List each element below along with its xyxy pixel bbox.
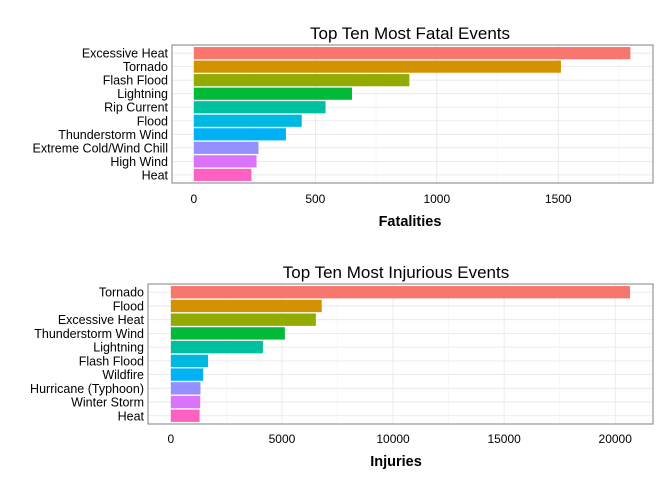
category-label: Flash Flood: [79, 354, 144, 368]
x-tick-label: 15000: [487, 432, 521, 446]
bar: [170, 286, 631, 299]
panel-border: [147, 283, 654, 425]
x-axis-ticks: 0 5000 10000 15000 20000: [168, 432, 633, 446]
category-label: Thunderstorm Wind: [34, 327, 144, 341]
bar: [193, 60, 561, 73]
bar: [170, 382, 201, 395]
bar: [170, 354, 209, 368]
bar: [193, 74, 410, 87]
bar: [193, 155, 257, 168]
x-tick-label: 0: [168, 432, 175, 446]
bar: [193, 87, 353, 100]
injuries-chart: Top Ten Most Injurious Events TornadoFlo…: [30, 263, 654, 470]
category-label: Hurricane (Typhoon): [30, 382, 144, 396]
category-label: Tornado: [123, 60, 168, 74]
category-label: Thunderstorm Wind: [58, 128, 168, 142]
category-label: Lightning: [93, 341, 144, 355]
x-axis-label: Injuries: [370, 454, 422, 470]
fatalities-chart: Top Ten Most Fatal Events Excessive Heat…: [33, 24, 654, 230]
x-tick-label: 1000: [423, 192, 450, 206]
x-tick-label: 20000: [599, 432, 633, 446]
bar: [170, 313, 316, 326]
panel-border: [171, 44, 654, 184]
bar: [170, 299, 322, 313]
x-axis-ticks: 0 500 1000 1500: [191, 192, 572, 206]
bar: [193, 168, 252, 181]
bar: [193, 101, 326, 114]
category-label: Wildfire: [102, 368, 144, 382]
chart-title: Top Ten Most Injurious Events: [283, 263, 509, 282]
category-label: Heat: [118, 409, 145, 423]
category-label: Flood: [113, 299, 144, 313]
category-label: Flash Flood: [103, 74, 168, 88]
category-label: Lightning: [117, 87, 168, 101]
bar: [193, 128, 286, 141]
category-label: Extreme Cold/Wind Chill: [33, 141, 168, 155]
category-label: Flood: [137, 114, 168, 128]
category-label: Winter Storm: [71, 396, 144, 410]
x-axis-label: Fatalities: [379, 214, 442, 230]
category-label: Excessive Heat: [58, 313, 145, 327]
bar: [193, 141, 259, 154]
category-label: Rip Current: [104, 101, 168, 115]
bar: [170, 327, 285, 340]
bar: [193, 114, 302, 127]
bar: [170, 368, 204, 381]
chart-title: Top Ten Most Fatal Events: [310, 24, 510, 43]
x-tick-label: 0: [191, 192, 198, 206]
x-tick-label: 1500: [545, 192, 572, 206]
x-tick-label: 5000: [269, 432, 296, 446]
category-label: Heat: [142, 168, 169, 182]
category-label: Tornado: [99, 286, 144, 300]
bars: [193, 47, 631, 181]
bar: [170, 395, 201, 409]
bar: [170, 409, 200, 422]
x-tick-label: 500: [305, 192, 325, 206]
bar: [170, 340, 263, 354]
bar: [193, 47, 631, 60]
bars: [170, 286, 631, 422]
category-label: High Wind: [110, 155, 168, 169]
category-label: Excessive Heat: [82, 47, 169, 61]
x-tick-label: 10000: [376, 432, 410, 446]
